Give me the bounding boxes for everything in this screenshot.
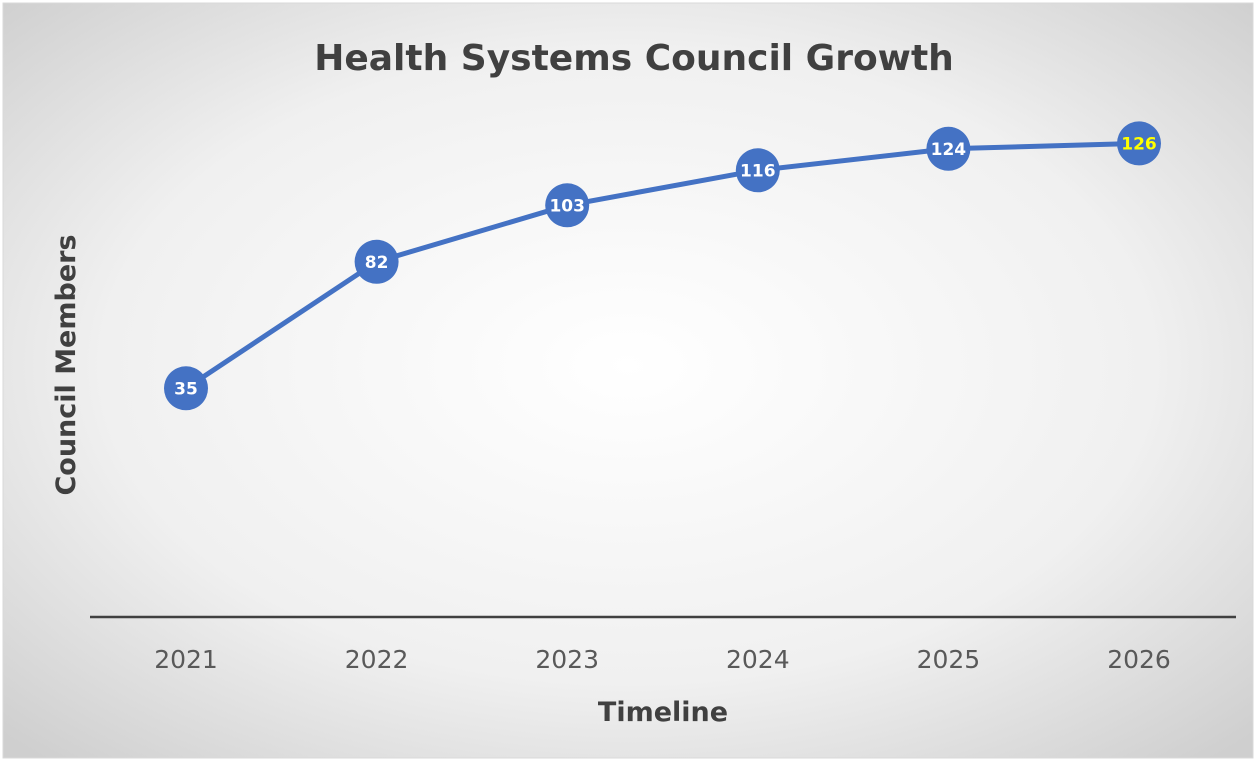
x-axis-ticks: 2021 2022 2023 2024 2025 2026 — [154, 645, 1171, 674]
data-label: 82 — [365, 253, 389, 273]
series-layer: 35 82 103 116 124 126 — [164, 121, 1161, 411]
data-point — [545, 183, 590, 228]
data-point — [164, 366, 208, 411]
data-point — [354, 239, 399, 284]
x-tick-label: 2021 — [154, 645, 218, 674]
data-point — [926, 126, 971, 171]
x-tick-label: 2022 — [345, 645, 409, 674]
data-label: 124 — [931, 140, 967, 160]
x-tick-label: 2023 — [535, 645, 599, 674]
chart-title: Health Systems Council Growth — [314, 38, 954, 79]
data-label: 126 — [1121, 134, 1157, 154]
data-label: 116 — [740, 161, 776, 181]
data-label: 35 — [174, 379, 198, 399]
x-tick-label: 2024 — [726, 645, 790, 674]
data-point — [735, 148, 780, 193]
x-tick-label: 2025 — [917, 645, 981, 674]
series-line — [183, 140, 1142, 391]
x-axis-title: Timeline — [598, 697, 728, 728]
data-label: 103 — [549, 196, 585, 216]
x-tick-label: 2026 — [1107, 645, 1171, 674]
y-axis-title: Council Members — [51, 234, 82, 495]
data-point — [1117, 121, 1161, 166]
